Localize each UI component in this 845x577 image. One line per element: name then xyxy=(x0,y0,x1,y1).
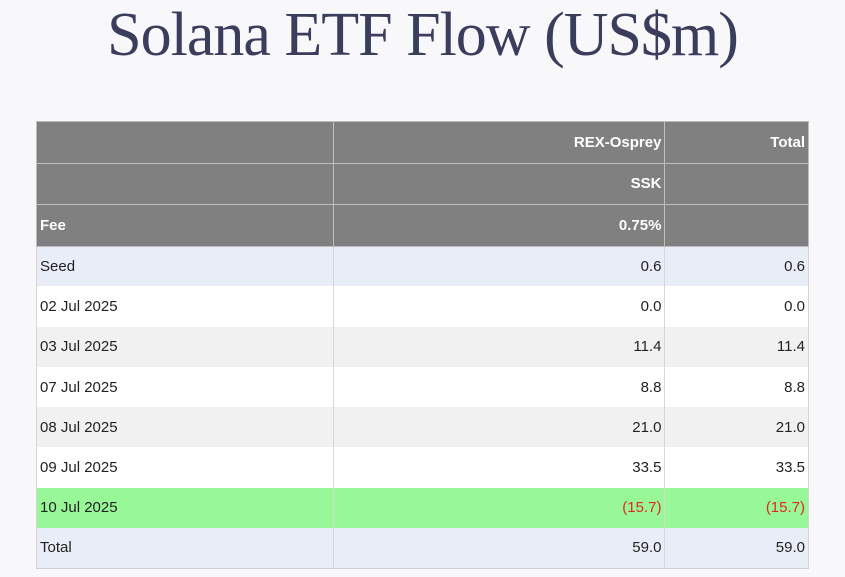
page-title: Solana ETF Flow (US$m) xyxy=(107,1,739,69)
row-label: 02 Jul 2025 xyxy=(35,286,335,327)
row-value-total-negative: (15.7) xyxy=(664,487,809,529)
header-cell-fee-label: Fee xyxy=(35,204,335,247)
table-row: 07 Jul 2025 8.8 8.8 xyxy=(35,366,809,408)
row-value-total: 33.5 xyxy=(664,447,809,488)
table-row-highlighted: 10 Jul 2025 (15.7) (15.7) xyxy=(35,487,809,529)
row-value-rex: 0.0 xyxy=(333,286,666,327)
header-cell-total: Total xyxy=(664,121,809,164)
row-value-total: 0.6 xyxy=(664,246,809,287)
table-row-total: Total 59.0 59.0 xyxy=(35,528,809,569)
row-label: 07 Jul 2025 xyxy=(35,366,335,408)
row-value-rex: 21.0 xyxy=(333,407,666,448)
row-value-total: 21.0 xyxy=(664,407,809,448)
row-label: 09 Jul 2025 xyxy=(35,447,335,488)
row-value-rex: 11.4 xyxy=(333,326,666,367)
header-row-fee: Fee 0.75% xyxy=(35,204,809,247)
row-value-rex-negative: (15.7) xyxy=(333,487,666,529)
row-label: Seed xyxy=(35,246,335,287)
table-row: 08 Jul 2025 21.0 21.0 xyxy=(35,407,809,448)
row-value-total: 11.4 xyxy=(664,326,809,367)
header-cell xyxy=(35,162,335,205)
header-cell xyxy=(664,204,809,247)
row-value-total: 0.0 xyxy=(664,286,809,327)
table-header: REX-Osprey Total SSK Fee 0.75% xyxy=(35,121,809,247)
row-value-rex: 33.5 xyxy=(333,447,666,488)
header-cell-rex-osprey: REX-Osprey xyxy=(333,121,666,164)
header-cell-fee-value: 0.75% xyxy=(333,204,666,247)
row-label: 03 Jul 2025 xyxy=(35,326,335,367)
etf-flow-table: REX-Osprey Total SSK Fee 0.75% Seed 0.6 … xyxy=(35,121,809,569)
table-row: 09 Jul 2025 33.5 33.5 xyxy=(35,447,809,488)
header-cell-ticker: SSK xyxy=(333,162,666,205)
row-label: 10 Jul 2025 xyxy=(35,487,335,529)
table-body: Seed 0.6 0.6 02 Jul 2025 0.0 0.0 03 Jul … xyxy=(35,246,809,569)
table-row: 03 Jul 2025 11.4 11.4 xyxy=(35,326,809,367)
row-label: 08 Jul 2025 xyxy=(35,407,335,448)
header-cell xyxy=(664,162,809,205)
table-row-seed: Seed 0.6 0.6 xyxy=(35,246,809,287)
row-value-rex: 59.0 xyxy=(333,528,666,569)
row-value-rex: 0.6 xyxy=(333,246,666,287)
header-row-fund: REX-Osprey Total xyxy=(35,121,809,164)
row-value-rex: 8.8 xyxy=(333,366,666,408)
row-value-total: 8.8 xyxy=(664,366,809,408)
header-row-ticker: SSK xyxy=(35,162,809,205)
row-value-total: 59.0 xyxy=(664,528,809,569)
row-label: Total xyxy=(35,528,335,569)
table-row: 02 Jul 2025 0.0 0.0 xyxy=(35,286,809,327)
header-cell xyxy=(35,121,335,164)
